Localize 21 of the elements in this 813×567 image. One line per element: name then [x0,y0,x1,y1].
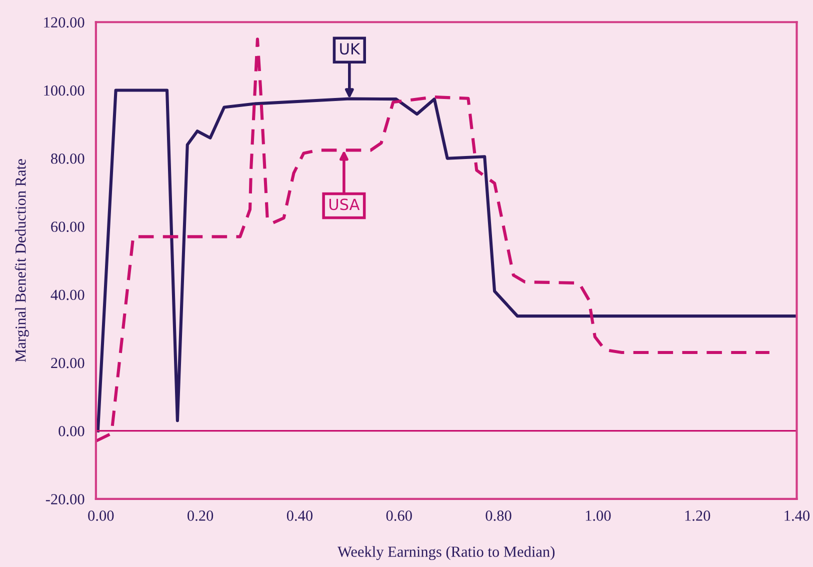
y-axis-title: Marginal Benefit Deduction Rate [14,159,29,362]
x-axis-title: Weekly Earnings (Ratio to Median) [338,546,555,560]
x-tick-label: 1.40 [784,510,810,521]
x-tick-label: 1.20 [685,510,710,521]
y-tick-label: 0.00 [58,426,84,436]
y-tick-label: 120.00 [44,17,84,28]
annotation: UK [340,43,360,55]
x-tick-label: 0.40 [286,510,312,521]
line-series [96,88,797,432]
x-tick-label: 0.60 [386,510,412,521]
y-tick-label: 20.00 [51,358,84,368]
x-tick-label: 1.00 [586,510,611,521]
annotation: USA [329,198,360,210]
x-tick-label: 0.80 [486,510,512,521]
y-tick-label: 60.00 [51,222,84,232]
y-tick-label: 40.00 [50,290,84,300]
y-tick-label: 100.00 [44,85,84,96]
x-tick-label: 0.00 [88,510,114,521]
y-tick-label: -20.00 [46,494,84,504]
y-tick-label: 80.00 [51,153,84,164]
x-tick-label: 0.20 [188,510,214,521]
